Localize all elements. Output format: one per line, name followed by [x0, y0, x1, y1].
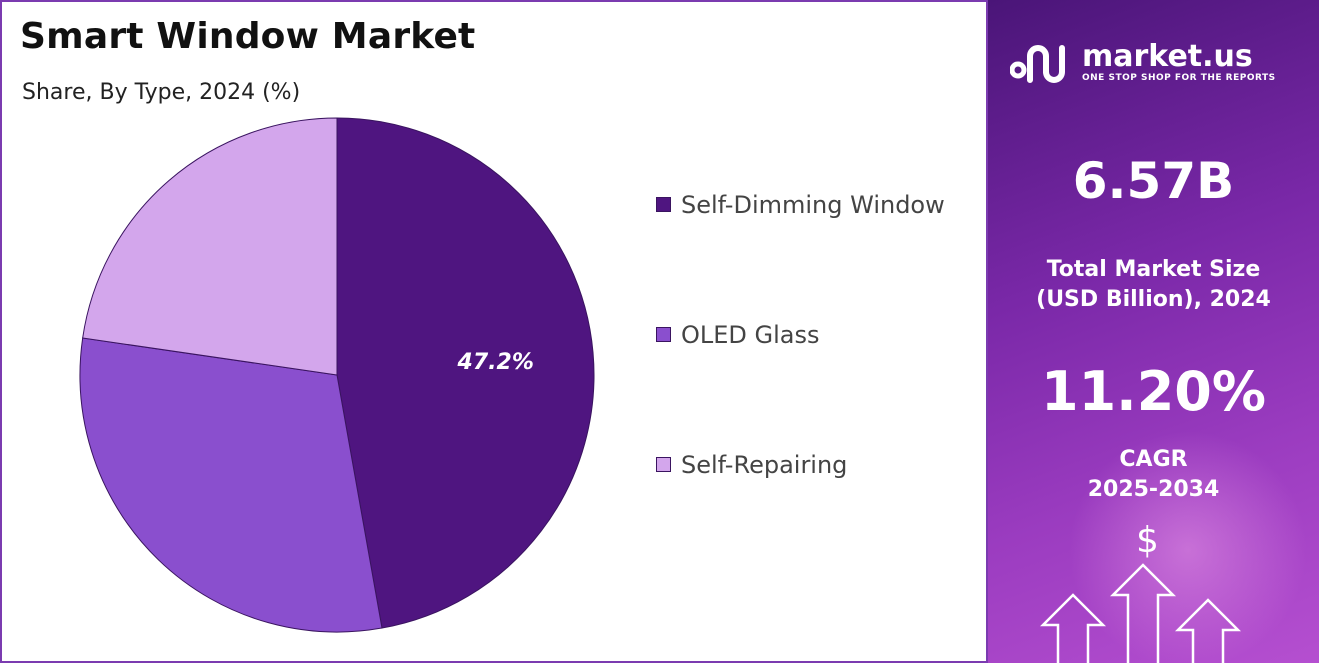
- legend-swatch: [656, 457, 671, 472]
- chart-legend: Self-Dimming Window OLED Glass Self-Repa…: [656, 188, 945, 578]
- chart-title: Smart Window Market: [20, 16, 476, 57]
- legend-swatch: [656, 327, 671, 342]
- brand-logo: market.us ONE STOP SHOP FOR THE REPORTS: [1010, 40, 1276, 84]
- market-size-value: 6.57B: [1072, 152, 1235, 210]
- pie-slice-self-repairing: [82, 117, 338, 376]
- legend-label: Self-Dimming Window: [681, 190, 945, 219]
- growth-arrows-icon: [1039, 563, 1242, 663]
- cagr-label-line2: 2025-2034: [1087, 477, 1220, 502]
- chart-subtitle: Share, By Type, 2024 (%): [22, 80, 301, 105]
- pie-chart: 47.2%: [79, 117, 595, 633]
- background-glow: [1068, 430, 1308, 663]
- pie-slice-oled-glass: [79, 337, 383, 633]
- pie-slice-self-dimming-window: [336, 117, 595, 629]
- legend-swatch: [656, 197, 671, 212]
- legend-item-self-repairing: Self-Repairing: [656, 448, 945, 481]
- dollar-icon: $: [1136, 520, 1159, 561]
- legend-label: Self-Repairing: [681, 450, 848, 479]
- brand-tagline: ONE STOP SHOP FOR THE REPORTS: [1082, 73, 1276, 83]
- legend-item-oled-glass: OLED Glass: [656, 318, 945, 351]
- stats-sidebar: market.us ONE STOP SHOP FOR THE REPORTS …: [988, 0, 1319, 663]
- market-size-label-line2: (USD Billion), 2024: [1036, 287, 1271, 312]
- market-size-label-line1: Total Market Size: [1046, 257, 1261, 282]
- market-us-logo-icon: [1010, 45, 1065, 83]
- legend-label: OLED Glass: [681, 320, 820, 349]
- pie-data-label: 47.2%: [457, 350, 534, 375]
- brand-name: market.us: [1082, 39, 1253, 74]
- legend-item-self-dimming-window: Self-Dimming Window: [656, 188, 945, 221]
- cagr-value: 11.20%: [1041, 360, 1266, 423]
- chart-panel: Smart Window Market Share, By Type, 2024…: [0, 0, 988, 663]
- cagr-label-line1: CAGR: [1119, 447, 1188, 472]
